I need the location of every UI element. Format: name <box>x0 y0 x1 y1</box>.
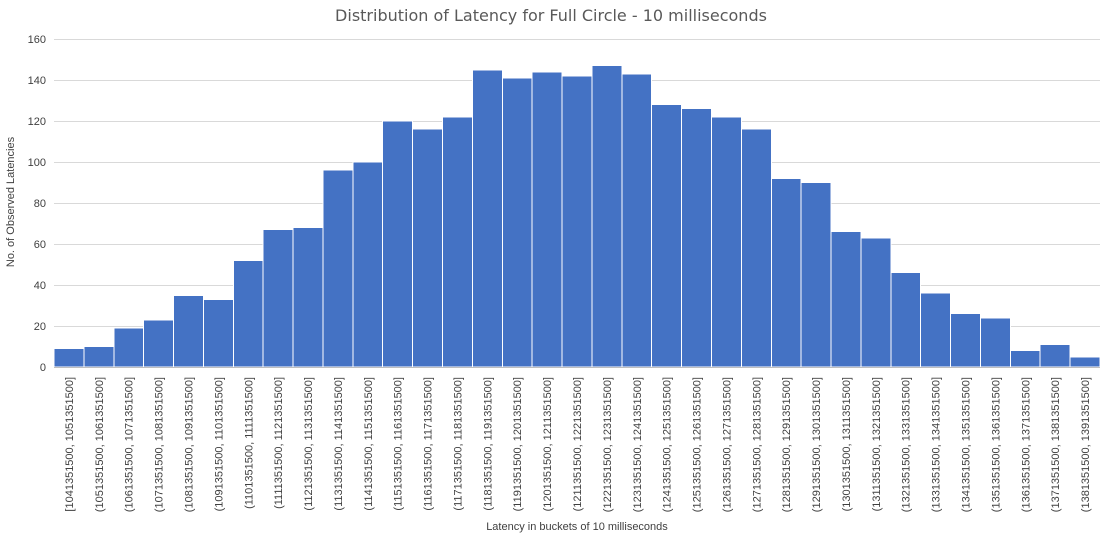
x-tick-label: (1181351500, 1191351500] <box>482 377 494 511</box>
bar <box>1009 350 1041 368</box>
x-tick-label: (1151351500, 1161351500] <box>393 377 405 511</box>
bar <box>950 313 981 368</box>
bar <box>860 237 892 368</box>
x-tick-label: (1161351500, 1171351500] <box>423 377 435 511</box>
bar <box>322 169 354 368</box>
x-tick-label: (1191351500, 1201351500] <box>512 377 524 511</box>
bar <box>740 128 772 368</box>
bar <box>412 128 444 368</box>
bar <box>770 177 802 368</box>
x-tick-label: (1121351500, 1131351500] <box>303 377 315 511</box>
bar <box>143 319 175 368</box>
bars <box>53 65 1101 368</box>
x-tick-label: [1041351500, 1051351500] <box>64 377 76 512</box>
x-tick-label: (1341351500, 1351351500] <box>961 377 973 512</box>
x-tick-label: (1351351500, 1361351500] <box>990 377 1002 512</box>
y-tick-label: 20 <box>34 321 46 333</box>
x-tick-label: (1291351500, 1301351500] <box>811 377 823 512</box>
y-tick-label: 120 <box>28 116 46 128</box>
bar <box>979 317 1011 368</box>
x-tick-label: (1091351500, 1101351500] <box>213 377 225 511</box>
bar <box>710 116 742 368</box>
y-tick-label: 0 <box>40 362 46 374</box>
x-tick-label: (1271351500, 1281351500] <box>751 377 763 512</box>
bar <box>442 116 473 368</box>
y-axis-ticks: 0 20 40 60 80 100 120 140 160 <box>28 34 46 374</box>
bar <box>232 259 264 368</box>
bar <box>352 161 384 368</box>
bar <box>1039 343 1071 368</box>
x-tick-label: (1201351500, 1211351500] <box>542 377 554 511</box>
x-tick-label: (1131351500, 1141351500] <box>333 377 345 511</box>
x-tick-label: (1171351500, 1181351500] <box>452 377 464 511</box>
y-tick-label: 100 <box>28 157 46 169</box>
y-tick-label: 140 <box>28 75 46 87</box>
bar <box>471 69 503 368</box>
bar <box>830 231 862 368</box>
x-tick-label: (1281351500, 1291351500] <box>781 377 793 512</box>
x-axis-ticks: [1041351500, 1051351500] (1051351500, 106… <box>64 377 1092 512</box>
bar <box>262 229 294 368</box>
x-tick-label: (1111351500, 1121351500] <box>273 377 285 509</box>
x-tick-label: (1261351500, 1271351500] <box>721 377 733 512</box>
x-tick-label: (1231351500, 1241351500] <box>632 377 644 512</box>
bar <box>1069 356 1101 368</box>
x-tick-label: (1321351500, 1331351500] <box>901 377 913 512</box>
bar <box>651 104 683 368</box>
bar <box>113 327 145 368</box>
x-tick-label: (1061351500, 1071351500] <box>124 377 136 512</box>
bar <box>173 294 204 368</box>
y-tick-label: 60 <box>34 239 46 251</box>
x-tick-label: (1311351500, 1321351500] <box>871 377 883 511</box>
chart-title: Distribution of Latency for Full Circle … <box>335 6 767 25</box>
x-tick-label: (1361351500, 1371351500] <box>1020 377 1032 512</box>
bar <box>83 346 115 368</box>
x-tick-label: (1301351500, 1311351500] <box>841 377 853 511</box>
x-tick-label: (1141351500, 1151351500] <box>363 377 375 511</box>
bar <box>920 292 952 368</box>
x-tick-label: (1251351500, 1261351500] <box>692 377 704 512</box>
bar <box>202 298 234 368</box>
x-tick-label: (1051351500, 1061351500] <box>94 377 106 512</box>
bar <box>800 182 832 368</box>
y-tick-label: 40 <box>34 280 46 292</box>
bar <box>501 77 533 368</box>
y-tick-label: 80 <box>34 198 46 210</box>
y-axis-title: No. of Observed Latencies <box>5 136 17 267</box>
x-tick-label: (1221351500, 1231351500] <box>602 377 614 512</box>
x-tick-label: (1331351500, 1341351500] <box>931 377 943 512</box>
bar <box>890 272 922 368</box>
x-tick-label: (1101351500, 1111351500] <box>243 377 255 509</box>
x-tick-label: (1381351500, 1391351500] <box>1080 377 1092 512</box>
y-tick-label: 160 <box>28 34 46 46</box>
bar <box>53 348 85 368</box>
x-tick-label: (1071351500, 1081351500] <box>154 377 166 512</box>
bar <box>531 71 563 368</box>
bar <box>292 227 324 368</box>
x-tick-label: (1241351500, 1251351500] <box>662 377 674 512</box>
x-tick-label: (1211351500, 1221351500] <box>572 377 584 511</box>
bar <box>591 65 623 368</box>
x-tick-label: (1371351500, 1381351500] <box>1050 377 1062 512</box>
x-axis-title: Latency in buckets of 10 milliseconds <box>486 521 668 533</box>
bar <box>681 108 712 368</box>
x-tick-label: (1081351500, 1091351500] <box>183 377 195 512</box>
bar <box>561 75 593 368</box>
bar <box>621 73 653 368</box>
bar <box>382 120 414 368</box>
